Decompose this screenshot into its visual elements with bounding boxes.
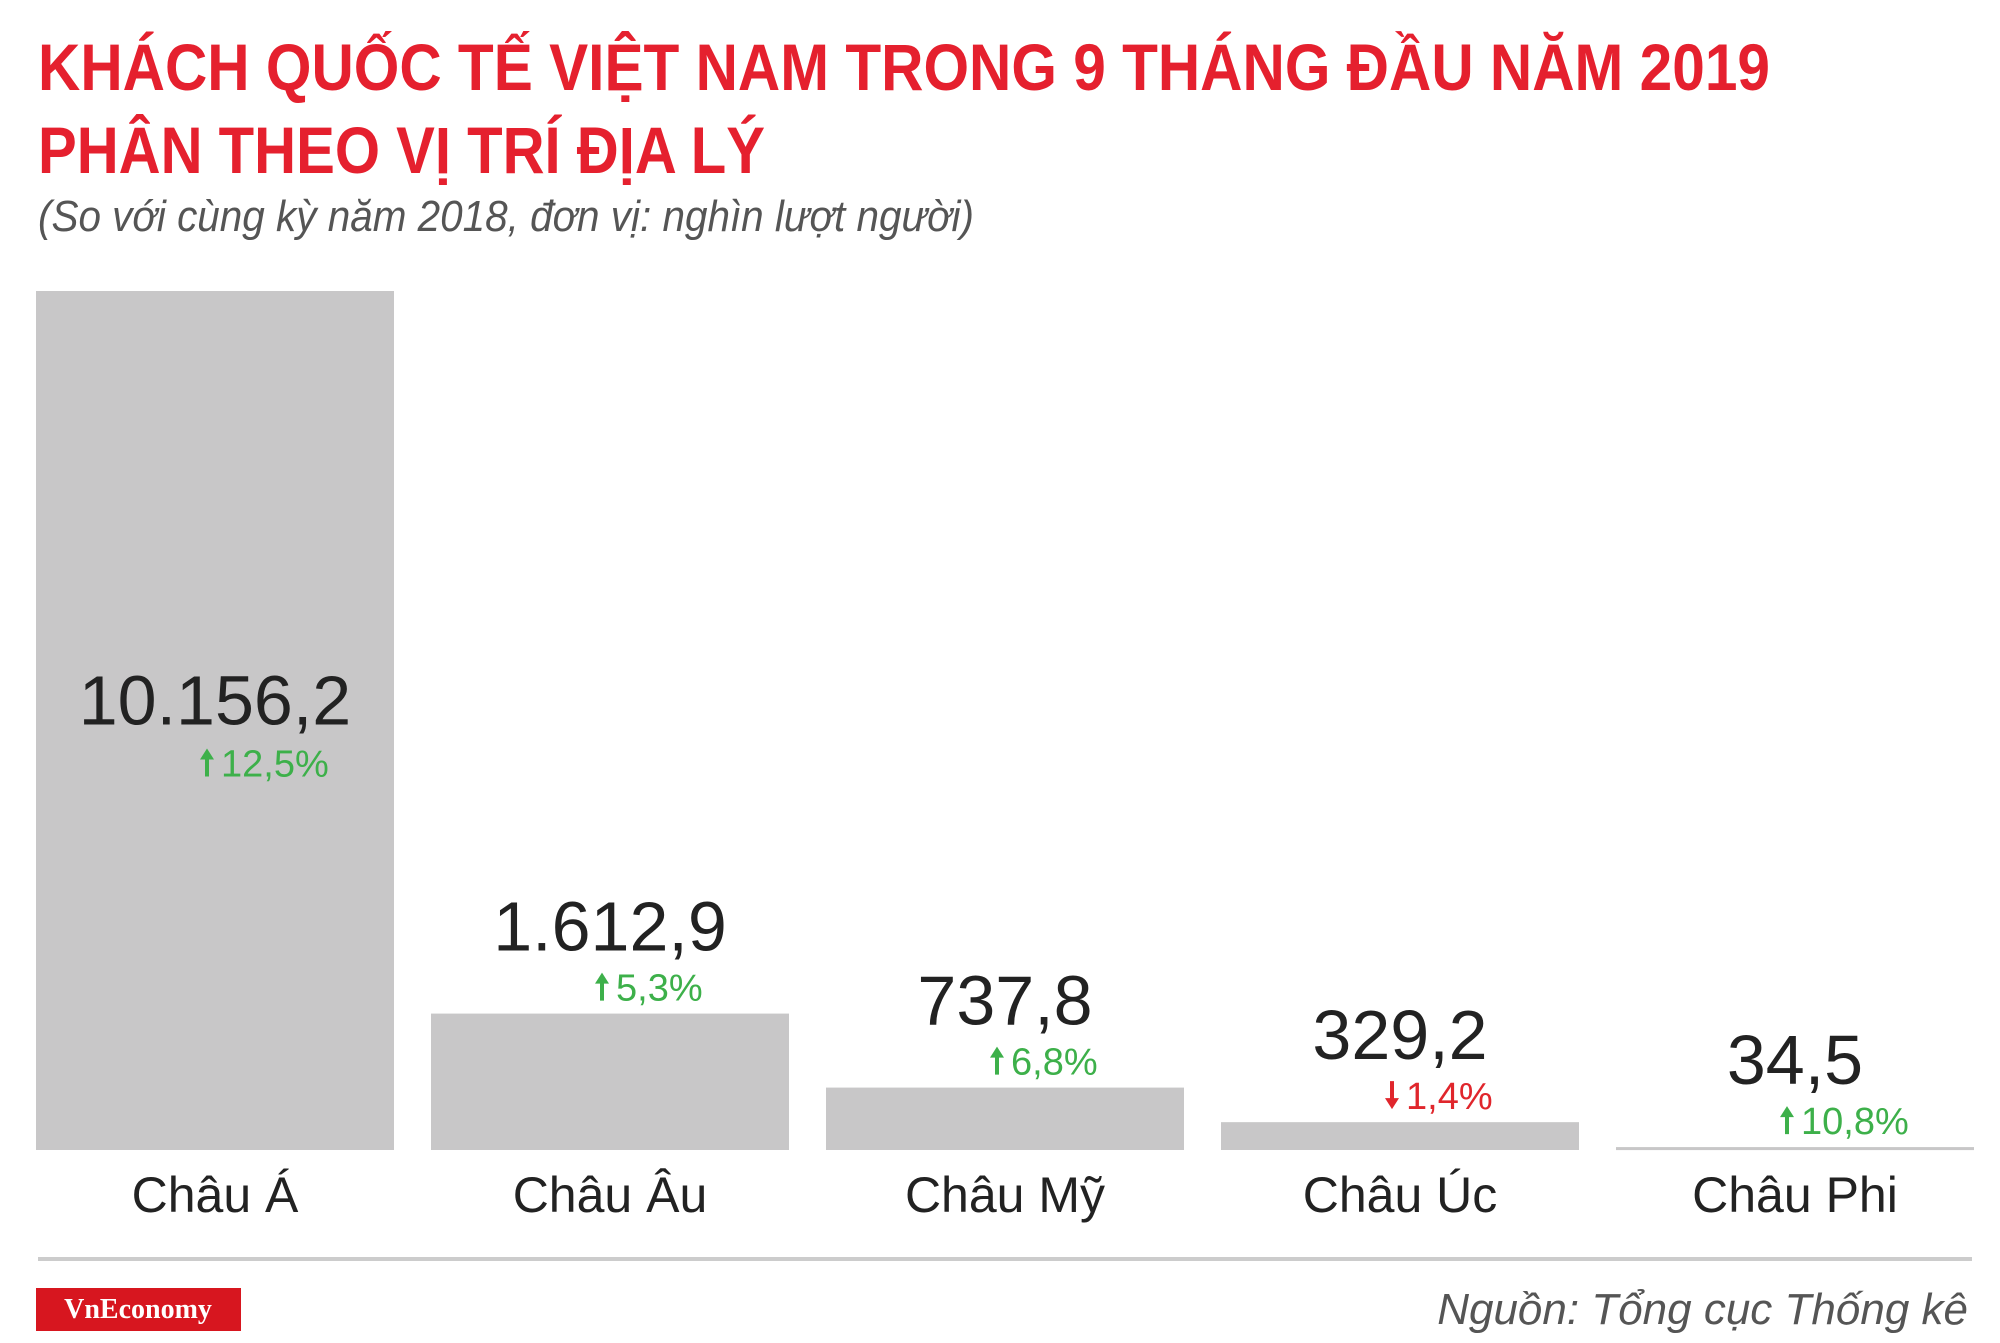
chart-title: PHÂN THEO VỊ TRÍ ĐỊA LÝ xyxy=(38,113,765,187)
change-label: 6,8% xyxy=(1011,1042,1098,1084)
value-label: 329,2 xyxy=(1312,996,1487,1074)
x-tick-label: Châu Úc xyxy=(1303,1167,1498,1223)
chart-title: KHÁCH QUỐC TẾ VIỆT NAM TRONG 9 THÁNG ĐẦU… xyxy=(38,30,1770,104)
change-label: 1,4% xyxy=(1406,1076,1493,1118)
x-tick-label: Châu Mỹ xyxy=(905,1167,1105,1223)
bar xyxy=(36,291,394,1150)
bar xyxy=(1221,1122,1579,1150)
change-arrow xyxy=(595,972,609,1001)
change-arrow xyxy=(200,748,214,777)
change-label: 5,3% xyxy=(616,968,703,1010)
logo-box xyxy=(36,1288,241,1331)
change-label: 10,8% xyxy=(1801,1101,1909,1143)
bar xyxy=(431,1013,789,1150)
value-label: 10.156,2 xyxy=(79,662,351,740)
value-label: 34,5 xyxy=(1727,1021,1863,1099)
logo: VnEconomy xyxy=(64,1294,212,1325)
value-label: 737,8 xyxy=(917,962,1092,1040)
chart-subtitle: (So với cùng kỳ năm 2018, đơn vị: nghìn … xyxy=(38,192,974,241)
x-tick-label: Châu Á xyxy=(132,1167,299,1223)
bar xyxy=(826,1087,1184,1150)
x-tick-label: Châu Âu xyxy=(513,1167,708,1223)
source: Nguồn: Tổng cục Thống kê xyxy=(1437,1285,1968,1334)
value-label: 1.612,9 xyxy=(493,888,727,966)
bar xyxy=(1616,1147,1974,1151)
change-arrow xyxy=(990,1046,1004,1075)
change-arrow xyxy=(1780,1106,1794,1135)
x-tick-label: Châu Phi xyxy=(1692,1167,1898,1223)
change-arrow xyxy=(1385,1081,1399,1110)
change-label: 12,5% xyxy=(221,744,329,786)
